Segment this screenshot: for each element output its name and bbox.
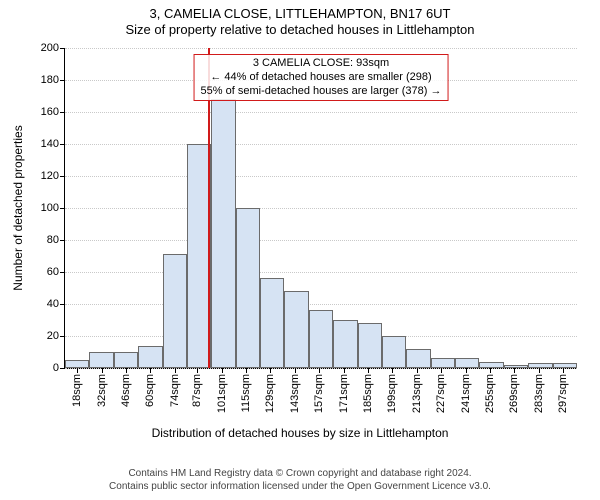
- x-tick: [295, 368, 296, 373]
- y-tick-label: 180: [41, 74, 65, 86]
- x-tick: [514, 368, 515, 373]
- x-tick-label: 171sqm: [338, 374, 350, 413]
- y-tick-label: 140: [41, 138, 65, 150]
- annotation-box: 3 CAMELIA CLOSE: 93sqm ← 44% of detached…: [194, 54, 449, 101]
- gridline-h: [65, 208, 577, 209]
- x-tick-label: 46sqm: [120, 374, 132, 407]
- gridline-h: [65, 304, 577, 305]
- y-tick-label: 80: [47, 234, 65, 246]
- y-tick-label: 0: [53, 362, 65, 374]
- x-tick-label: 227sqm: [435, 374, 447, 413]
- x-tick-label: 185sqm: [362, 374, 374, 413]
- histogram-bar: [504, 365, 528, 368]
- histogram-bar: [163, 254, 187, 368]
- histogram-bar: [114, 352, 138, 368]
- histogram-bar: [65, 360, 89, 368]
- histogram-bar: [479, 362, 503, 368]
- histogram-bar: [309, 310, 333, 368]
- x-tick: [222, 368, 223, 373]
- histogram-bar: [89, 352, 113, 368]
- y-tick-label: 120: [41, 170, 65, 182]
- x-tick: [490, 368, 491, 373]
- title-subtitle: Size of property relative to detached ho…: [0, 22, 600, 38]
- histogram-bar: [528, 363, 552, 368]
- histogram-bar: [455, 358, 479, 368]
- histogram-bar: [358, 323, 382, 368]
- x-tick: [368, 368, 369, 373]
- x-tick: [270, 368, 271, 373]
- x-tick-label: 213sqm: [411, 374, 423, 413]
- x-tick-label: 60sqm: [144, 374, 156, 407]
- x-axis-label: Distribution of detached houses by size …: [0, 426, 600, 440]
- plot-area: 02040608010012014016018020018sqm32sqm46s…: [64, 48, 577, 369]
- x-tick: [126, 368, 127, 373]
- title-address: 3, CAMELIA CLOSE, LITTLEHAMPTON, BN17 6U…: [0, 0, 600, 22]
- x-tick: [441, 368, 442, 373]
- x-tick-label: 241sqm: [460, 374, 472, 413]
- x-tick: [175, 368, 176, 373]
- y-tick-label: 20: [47, 330, 65, 342]
- histogram-bar: [406, 349, 430, 368]
- footer-line-2: Contains public sector information licen…: [0, 481, 600, 494]
- x-tick: [150, 368, 151, 373]
- x-tick-label: 74sqm: [169, 374, 181, 407]
- x-tick-label: 269sqm: [508, 374, 520, 413]
- gridline-h: [65, 368, 577, 369]
- x-tick: [197, 368, 198, 373]
- x-tick-label: 87sqm: [191, 374, 203, 407]
- x-tick: [344, 368, 345, 373]
- gridline-h: [65, 144, 577, 145]
- x-tick: [417, 368, 418, 373]
- histogram-bar: [382, 336, 406, 368]
- x-tick: [539, 368, 540, 373]
- x-tick: [246, 368, 247, 373]
- histogram-bar: [138, 346, 162, 368]
- gridline-h: [65, 272, 577, 273]
- histogram-bar: [431, 358, 455, 368]
- x-tick-label: 283sqm: [533, 374, 545, 413]
- annotation-line-1: 3 CAMELIA CLOSE: 93sqm: [201, 57, 442, 71]
- histogram-bar: [284, 291, 308, 368]
- x-tick-label: 101sqm: [216, 374, 228, 413]
- footer-attribution: Contains HM Land Registry data © Crown c…: [0, 468, 600, 493]
- gridline-h: [65, 112, 577, 113]
- x-tick: [563, 368, 564, 373]
- y-tick-label: 60: [47, 266, 65, 278]
- gridline-h: [65, 48, 577, 49]
- x-tick-label: 255sqm: [484, 374, 496, 413]
- y-tick-label: 40: [47, 298, 65, 310]
- x-tick-label: 115sqm: [240, 374, 252, 412]
- x-tick-label: 157sqm: [313, 374, 325, 413]
- y-tick-label: 200: [41, 42, 65, 54]
- chart-container: 3, CAMELIA CLOSE, LITTLEHAMPTON, BN17 6U…: [0, 0, 600, 500]
- histogram-bar: [333, 320, 357, 368]
- annotation-line-2: ← 44% of detached houses are smaller (29…: [201, 71, 442, 85]
- x-tick-label: 129sqm: [264, 374, 276, 413]
- histogram-bar: [260, 278, 284, 368]
- gridline-h: [65, 240, 577, 241]
- x-tick: [77, 368, 78, 373]
- footer-line-1: Contains HM Land Registry data © Crown c…: [0, 468, 600, 481]
- x-tick-label: 32sqm: [96, 374, 108, 407]
- y-tick-label: 160: [41, 106, 65, 118]
- x-tick-label: 297sqm: [557, 374, 569, 413]
- annotation-line-3: 55% of semi-detached houses are larger (…: [201, 85, 442, 99]
- y-axis-label: Number of detached properties: [11, 125, 25, 290]
- x-tick-label: 199sqm: [386, 374, 398, 413]
- x-tick: [392, 368, 393, 373]
- y-tick-label: 100: [41, 202, 65, 214]
- histogram-bar: [553, 363, 577, 368]
- histogram-bar: [211, 99, 235, 368]
- x-tick: [102, 368, 103, 373]
- x-tick: [466, 368, 467, 373]
- x-tick-label: 143sqm: [289, 374, 301, 413]
- x-tick: [319, 368, 320, 373]
- x-tick-label: 18sqm: [71, 374, 83, 407]
- histogram-bar: [236, 208, 260, 368]
- gridline-h: [65, 176, 577, 177]
